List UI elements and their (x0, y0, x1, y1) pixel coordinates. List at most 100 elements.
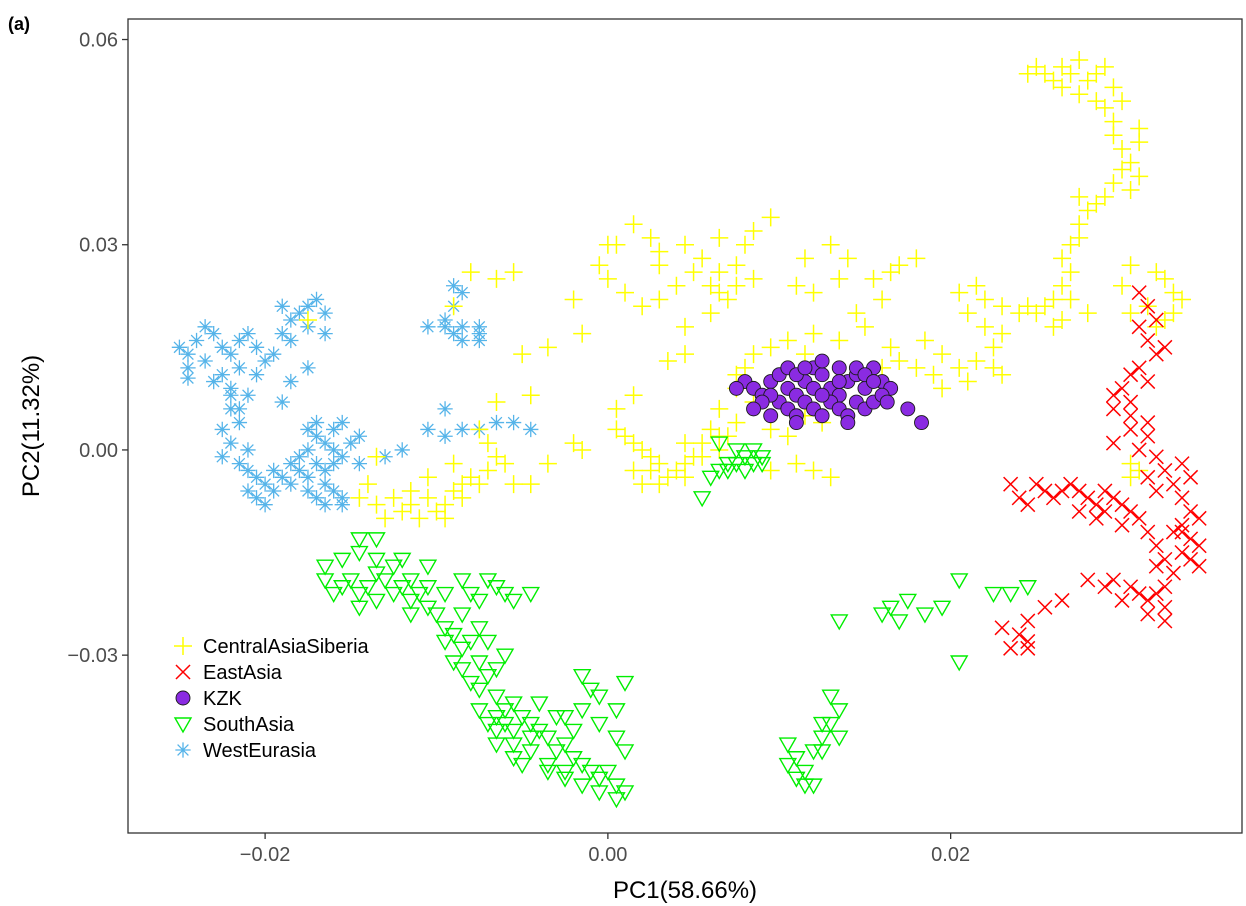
centralasiasiberia-point (607, 399, 626, 418)
southasia-point (333, 552, 352, 569)
southasia-point (470, 593, 489, 610)
centralasiasiberia-point (890, 256, 909, 275)
southasia-point (478, 634, 498, 651)
eastasia-point (1088, 497, 1104, 513)
southasia-point (452, 573, 472, 590)
legend-label: EastAsia (203, 662, 283, 684)
legend-item-eastasia: EastAsia (175, 662, 283, 684)
centralasiasiberia-point (418, 488, 437, 507)
centralasiasiberia-point (624, 215, 643, 234)
southasia-point (727, 443, 746, 460)
eastasia-point (1148, 449, 1164, 465)
eastasia-point (1148, 346, 1164, 362)
southasia-point (812, 716, 832, 733)
southasia-point (890, 614, 909, 631)
legend-item-southasia: SouthAsia (173, 714, 295, 736)
centralasiasiberia-point (298, 310, 317, 329)
southasia-point (470, 703, 489, 720)
westeurasia-point (291, 462, 308, 479)
centralasiasiberia-point (1104, 174, 1123, 193)
westeurasia-point (257, 353, 273, 369)
centralasiasiberia-point (1095, 57, 1114, 76)
westeurasia-point (454, 284, 470, 301)
legend-key-southasia (173, 717, 193, 734)
y-tick-label: 0.00 (79, 440, 118, 462)
southasia-point (547, 710, 566, 727)
eastasia-point (1148, 558, 1164, 574)
westeurasia-point (351, 428, 368, 444)
eastasia-point (1174, 544, 1190, 561)
southasia-point (692, 491, 712, 508)
centralasiasiberia-point (710, 399, 729, 418)
axis-ticks: −0.02 0.00 0.02 0.06 0.03 0.00 −0.03 (67, 30, 970, 866)
westeurasia-point (274, 298, 290, 314)
centralasiasiberia-point (1121, 181, 1140, 200)
southasia-point (555, 737, 575, 754)
westeurasia-point (326, 455, 342, 472)
southasia-point (435, 586, 455, 603)
centralasiasiberia-point (804, 283, 823, 302)
westeurasia-point (300, 298, 316, 314)
westeurasia-point (334, 414, 350, 431)
southasia-point (393, 580, 412, 597)
centralasiasiberia-point (993, 365, 1012, 384)
kzk-point (814, 387, 830, 403)
centralasiasiberia-point (727, 413, 746, 432)
kzk-point (866, 374, 881, 389)
westeurasia-point (206, 373, 222, 390)
centralasiasiberia-point (915, 331, 934, 350)
westeurasia-point (266, 462, 282, 479)
centralasiasiberia-point (538, 454, 557, 473)
westeurasia-point (231, 401, 248, 417)
southasia-point (564, 723, 583, 740)
centralasiasiberia-point (795, 345, 814, 364)
westeurasia-point (394, 442, 410, 458)
westeurasia-point (240, 387, 256, 403)
centralasiasiberia-point (830, 269, 849, 288)
eastasia-point (1157, 613, 1173, 629)
southasia-point (487, 737, 506, 754)
southasia-point (872, 607, 892, 624)
centralasiasiberia-point (1078, 201, 1097, 220)
kzk-point (797, 360, 813, 376)
southasia-point (333, 580, 352, 597)
x-axis-title: PC1(58.66%) (613, 877, 757, 904)
southasia-point (538, 764, 558, 781)
eastasia-point (1157, 462, 1173, 479)
centralasiasiberia-point (598, 269, 617, 288)
southasia-point (950, 655, 969, 672)
westeurasia-point (171, 339, 188, 355)
westeurasia-point (437, 401, 453, 417)
centralasiasiberia-point (1061, 263, 1080, 282)
eastasia-point (1037, 483, 1053, 499)
centralasiasiberia-point (881, 263, 900, 282)
westeurasia-point (300, 469, 316, 485)
centralasiasiberia-point (624, 461, 643, 480)
westeurasia-point (471, 319, 487, 335)
westeurasia-point (300, 421, 316, 438)
eastasia-point (1148, 312, 1164, 328)
centralasiasiberia-point (1027, 304, 1046, 323)
eastasia-point (1105, 435, 1122, 451)
centralasiasiberia-point (573, 324, 592, 343)
eastasia-point (1097, 503, 1113, 520)
centralasiasiberia-point (1010, 304, 1029, 323)
centralasiasiberia-point (838, 249, 857, 268)
westeurasia-point (231, 332, 248, 349)
eastasia-point (1020, 633, 1036, 650)
centralasiasiberia-point (521, 475, 540, 494)
westeurasia-point (257, 497, 273, 513)
southasia-point (984, 586, 1003, 603)
westeurasia-point (214, 449, 230, 465)
centralasiasiberia-point (958, 304, 977, 323)
eastasia-point (1191, 558, 1207, 574)
westeurasia-point (445, 278, 462, 294)
eastasia-point (1140, 428, 1156, 444)
southasia-point (555, 771, 575, 788)
centralasiasiberia-point (864, 269, 883, 288)
southasia-point (487, 662, 506, 679)
eastasia-point (1165, 476, 1182, 492)
eastasia-point (1140, 373, 1156, 390)
southasia-point (915, 607, 935, 624)
